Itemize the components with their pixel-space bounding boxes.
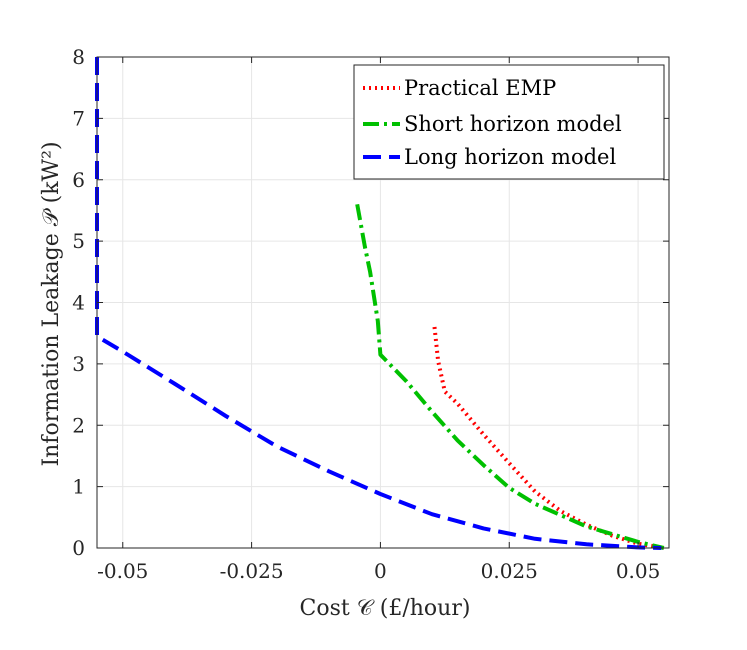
legend-label-practical-emp: Practical EMP [404,76,556,100]
y-tick-label: 1 [72,475,85,499]
x-axis-label: Cost 𝒞 (£/hour) [300,596,471,621]
x-tick-label: -0.05 [97,559,148,583]
legend-label-short-horizon: Short horizon model [404,112,622,136]
y-tick-label: 6 [72,168,85,192]
y-tick-label: 2 [72,413,85,437]
y-axis-label: Information Leakage 𝒫 (kW²) [39,141,64,466]
legend-box [353,64,665,180]
x-tick-label: 0.05 [616,559,661,583]
y-tick-label: 3 [72,352,85,376]
y-tick-label: 0 [72,536,85,560]
series-line-short-horizon [355,203,665,550]
series-lines [95,57,665,550]
y-tick-label: 7 [72,106,85,130]
series-line-long-horizon [95,57,662,550]
x-tick-label: 0.025 [481,559,538,583]
x-tick-label: -0.025 [220,559,284,583]
y-tick-label: 4 [72,291,85,315]
y-tick-label: 5 [72,229,85,253]
axis-ticks: -0.05 -0.025 0 0.025 0.05 0 1 2 3 4 5 6 7 8 [72,45,669,583]
y-tick-label: 8 [72,45,85,69]
x-tick-label: 0 [374,559,387,583]
legend: Practical EMP Short horizon model Long h… [353,64,665,180]
legend-label-long-horizon: Long horizon model [404,145,616,169]
